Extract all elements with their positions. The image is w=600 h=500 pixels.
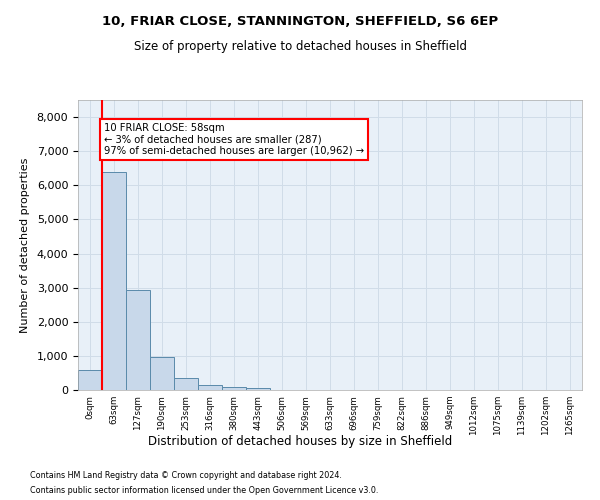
Text: 10 FRIAR CLOSE: 58sqm
← 3% of detached houses are smaller (287)
97% of semi-deta: 10 FRIAR CLOSE: 58sqm ← 3% of detached h… [104,123,364,156]
Text: Contains public sector information licensed under the Open Government Licence v3: Contains public sector information licen… [30,486,379,495]
Bar [246,388,270,390]
Text: Contains HM Land Registry data © Crown copyright and database right 2024.: Contains HM Land Registry data © Crown c… [30,471,342,480]
Bar [78,370,102,390]
Bar [174,378,198,390]
Bar [126,290,150,390]
Bar [102,172,126,390]
Bar [222,386,246,390]
Text: Distribution of detached houses by size in Sheffield: Distribution of detached houses by size … [148,435,452,448]
Text: Size of property relative to detached houses in Sheffield: Size of property relative to detached ho… [133,40,467,53]
Y-axis label: Number of detached properties: Number of detached properties [20,158,30,332]
Bar [198,384,222,390]
Text: 10, FRIAR CLOSE, STANNINGTON, SHEFFIELD, S6 6EP: 10, FRIAR CLOSE, STANNINGTON, SHEFFIELD,… [102,15,498,28]
Bar [150,357,174,390]
